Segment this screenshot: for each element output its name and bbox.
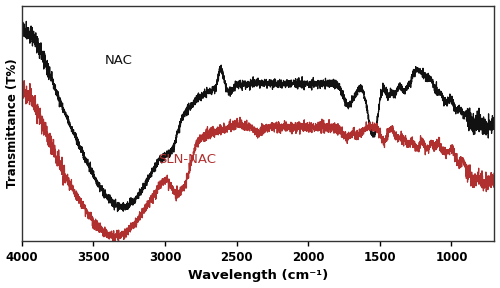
X-axis label: Wavelength (cm⁻¹): Wavelength (cm⁻¹) [188,270,328,283]
Text: SLN-NAC: SLN-NAC [158,153,216,166]
Text: NAC: NAC [105,54,133,67]
Y-axis label: Transmittance (T%): Transmittance (T%) [6,58,19,188]
